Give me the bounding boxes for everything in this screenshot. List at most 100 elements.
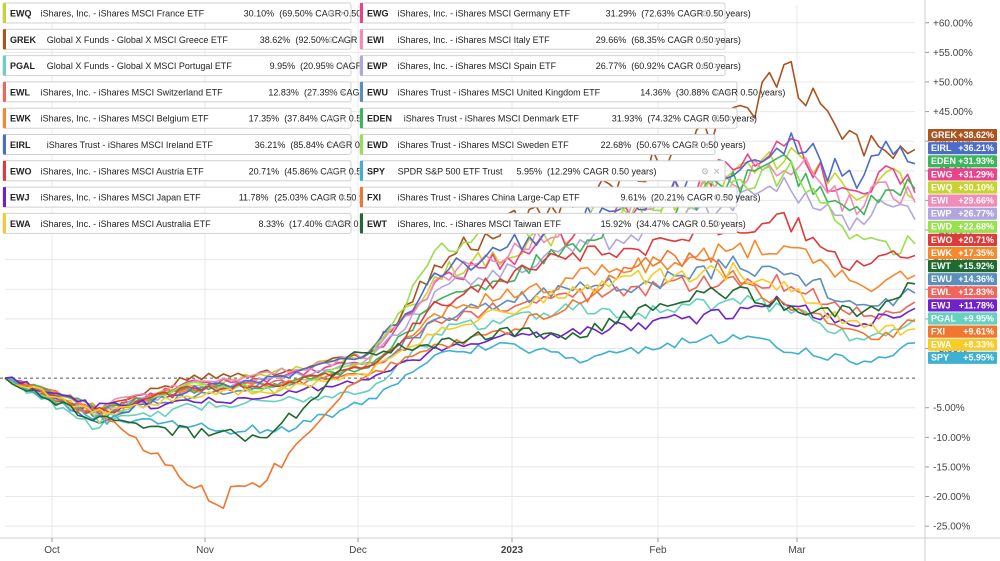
close-icon[interactable]: ✕	[713, 36, 721, 46]
close-icon[interactable]: ✕	[713, 10, 721, 20]
legend-color-swatch	[3, 29, 6, 50]
legend-item-eden[interactable]: EDEN iShares Trust - iShares MSCI Denmark…	[359, 107, 757, 129]
end-label-box	[928, 246, 997, 260]
close-icon[interactable]: ✕	[339, 220, 347, 230]
settings-icon[interactable]: ⚙	[327, 115, 335, 125]
end-label-box	[928, 194, 997, 207]
close-icon[interactable]: ✕	[725, 88, 733, 98]
y-tick-label: -5.00%	[933, 403, 965, 414]
close-icon[interactable]: ✕	[339, 167, 347, 177]
close-icon[interactable]: ✕	[713, 167, 721, 177]
legend-item-ewk[interactable]: EWK iShares, Inc. - iShares MSCI Belgium …	[2, 107, 394, 129]
legend-item-ewd[interactable]: EWD iShares Trust - iShares MSCI Sweden E…	[359, 134, 746, 155]
settings-icon[interactable]: ⚙	[701, 167, 709, 177]
close-icon[interactable]: ✕	[339, 115, 347, 125]
legend-cagr: (92.50% CAGR 0.50 years)	[295, 35, 405, 45]
legend-item-fxi[interactable]: FXI iShares Trust - iShares China Large-C…	[359, 186, 760, 208]
legend-layer[interactable]: EWQ iShares, Inc. - iShares MSCI France E…	[2, 2, 785, 234]
legend-item-spy[interactable]: SPY SPDR S&P 500 ETF Trust 5.95% (12.29% CA…	[359, 160, 726, 182]
legend-item-ewo[interactable]: EWO iShares, Inc. - iShares MSCI Austria …	[2, 160, 394, 182]
end-label-value: +9.95%	[963, 313, 994, 323]
end-label-value: +20.71%	[958, 235, 994, 245]
x-tick-label: Nov	[196, 545, 214, 556]
legend-item-ewg[interactable]: EWG iShares, Inc. - iShares MSCI Germany …	[359, 2, 751, 24]
legend-item-pgal[interactable]: PGAL Global X Funds - Global X MSCI Portu…	[2, 55, 410, 77]
legend-item-eirl[interactable]: EIRL iShares Trust - iShares MSCI Ireland…	[2, 134, 400, 155]
end-label-box	[928, 273, 997, 286]
settings-icon[interactable]: ⚙	[713, 115, 721, 125]
series-layer	[4, 60, 916, 509]
close-icon[interactable]: ✕	[725, 115, 733, 125]
legend-ticker: EWG	[367, 9, 389, 19]
close-icon[interactable]: ✕	[339, 194, 347, 204]
legend-item-ewj[interactable]: EWJ iShares, Inc. - iShares MSCI Japan ET…	[2, 186, 384, 208]
legend-description: iShares Trust - iShares MSCI United King…	[398, 87, 601, 97]
legend-percent: 8.33%	[259, 219, 285, 229]
legend-description: iShares Trust - iShares MSCI Sweden ETF	[398, 140, 570, 150]
end-label-ticker: EWO	[931, 235, 953, 245]
legend-cagr: (20.95% CAGR 0.50 years)	[300, 61, 410, 71]
settings-icon[interactable]: ⚙	[701, 10, 709, 20]
end-label-value: +36.21%	[958, 143, 994, 153]
legend-cagr: (72.63% CAGR 0.50 years)	[641, 9, 751, 19]
end-label-layer: GREK +38.62%EIRL +36.21%EDEN +31.93%EWG +31.…	[928, 129, 997, 364]
legend-cagr: (50.67% CAGR 0.50 years)	[636, 140, 746, 150]
legend-item-ewt[interactable]: EWT iShares, Inc. - iShares MSCI Taiwan E…	[359, 212, 746, 234]
legend-item-ewa[interactable]: EWA iShares, Inc. - iShares MSCI Australi…	[2, 212, 399, 234]
legend-percent: 38.62%	[260, 35, 291, 45]
series-line-ewo	[4, 211, 916, 415]
end-label-eden: EDEN +31.93%	[928, 155, 997, 168]
settings-icon[interactable]: ⚙	[691, 141, 699, 151]
end-label-ticker: EWJ	[931, 300, 951, 310]
end-label-value: +29.66%	[958, 196, 994, 206]
legend-item-ewp[interactable]: EWP iShares, Inc. - iShares MSCI Spain ET…	[359, 55, 741, 77]
legend-item-ewu[interactable]: EWU iShares Trust - iShares MSCI United K…	[359, 81, 785, 103]
legend-cagr: (17.40% CAGR 0.50 years)	[289, 219, 399, 229]
y-tick-label: +55.00%	[933, 48, 973, 59]
settings-icon[interactable]: ⚙	[327, 167, 335, 177]
legend-description: iShares, Inc. - iShares MSCI Japan ETF	[41, 193, 202, 203]
settings-icon[interactable]: ⚙	[713, 220, 721, 230]
legend-color-swatch	[3, 81, 6, 102]
end-label-ewj: EWJ +11.78%	[928, 299, 997, 312]
series-line-pgal	[4, 294, 916, 431]
settings-icon[interactable]: ⚙	[327, 36, 335, 46]
settings-icon[interactable]: ⚙	[327, 194, 335, 204]
settings-icon[interactable]: ⚙	[713, 194, 721, 204]
end-label-fxi: FXI +9.61%	[928, 325, 997, 338]
close-icon[interactable]: ✕	[725, 220, 733, 230]
settings-icon[interactable]: ⚙	[713, 88, 721, 98]
settings-icon[interactable]: ⚙	[327, 141, 335, 151]
end-label-ewg: EWG +31.29%	[928, 168, 997, 181]
close-icon[interactable]: ✕	[703, 141, 711, 151]
legend-item-ewq[interactable]: EWQ iShares, Inc. - iShares MSCI France E…	[2, 2, 389, 24]
series-line-spy	[4, 334, 916, 435]
close-icon[interactable]: ✕	[339, 10, 347, 20]
legend-color-swatch	[360, 213, 363, 234]
settings-icon[interactable]: ⚙	[327, 88, 335, 98]
close-icon[interactable]: ✕	[713, 62, 721, 72]
close-icon[interactable]: ✕	[339, 141, 347, 151]
legend-ticker: EWK	[10, 114, 31, 124]
legend-item-ewi[interactable]: EWI iShares, Inc. - iShares MSCI Italy ET…	[359, 28, 741, 50]
close-icon[interactable]: ✕	[339, 36, 347, 46]
close-icon[interactable]: ✕	[339, 88, 347, 98]
legend-description: iShares, Inc. - iShares MSCI Australia E…	[41, 219, 212, 229]
settings-icon[interactable]: ⚙	[327, 62, 335, 72]
legend-cagr: (45.86% CAGR 0.50 years)	[284, 166, 394, 176]
settings-icon[interactable]: ⚙	[327, 220, 335, 230]
close-icon[interactable]: ✕	[725, 194, 733, 204]
series-line-ewu	[4, 255, 916, 418]
legend-percent: 15.92%	[601, 219, 632, 229]
legend-ticker: EWA	[10, 219, 31, 229]
end-label-ticker: EWI	[931, 196, 948, 206]
settings-icon[interactable]: ⚙	[701, 36, 709, 46]
close-icon[interactable]: ✕	[339, 62, 347, 72]
settings-icon[interactable]: ⚙	[327, 10, 335, 20]
settings-icon[interactable]: ⚙	[701, 62, 709, 72]
legend-item-ewl[interactable]: EWL iShares, Inc. - iShares MSCI Switzerl…	[2, 81, 414, 103]
end-label-value: +22.68%	[958, 222, 994, 232]
legend-item-grek[interactable]: GREK Global X Funds - Global X MSCI Greec…	[2, 28, 405, 50]
x-tick-label: Dec	[349, 545, 367, 556]
